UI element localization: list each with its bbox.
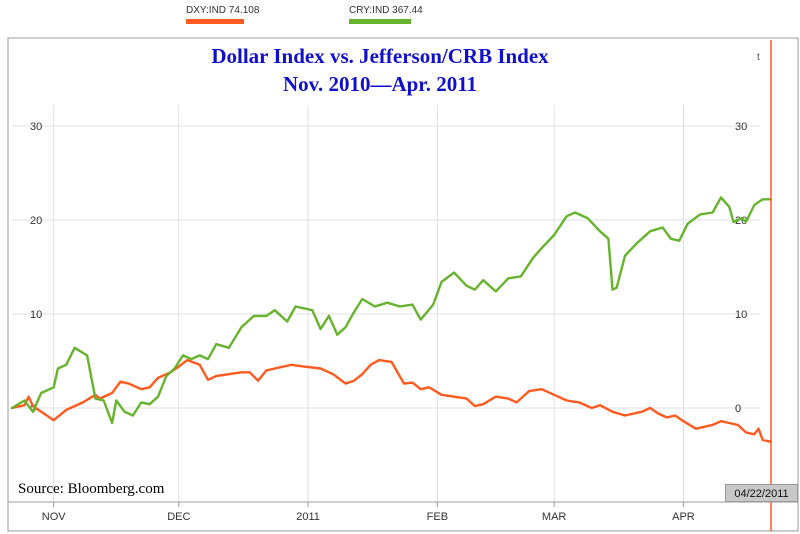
y-tick-label-right: 10: [735, 309, 747, 321]
legend: DXY:IND 74.108 CRY:IND 367.44: [0, 5, 800, 35]
y-tick-label-right: 20: [735, 215, 747, 227]
x-tick-label: APR: [672, 511, 695, 523]
chart-subtitle: Nov. 2010—Apr. 2011: [282, 72, 478, 96]
legend-swatch-cry: [349, 19, 411, 24]
chart-title: Dollar Index vs. Jefferson/CRB Index: [211, 44, 549, 68]
y-tick-label-left: 10: [30, 309, 42, 321]
legend-swatch-dxy: [186, 19, 244, 24]
horizontal-gridlines: [12, 125, 760, 409]
vertical-gridlines: [53, 105, 684, 502]
cursor-date-tag: 04/22/2011: [725, 484, 798, 502]
x-tick-label: 2011: [296, 511, 320, 523]
y-tick-label-left: 20: [30, 215, 42, 227]
series-line-cry: [10, 196, 773, 425]
x-tick-label: NOV: [42, 511, 67, 523]
y-tick-label-left: 30: [30, 121, 42, 133]
x-tick-label: DEC: [167, 511, 190, 523]
corner-mark: t: [757, 52, 760, 63]
y-tick-label-right: 0: [735, 403, 741, 415]
source-note: Source: Bloomberg.com: [18, 481, 165, 497]
y-tick-label-right: 30: [735, 121, 747, 133]
x-tick-label: FEB: [427, 511, 448, 523]
legend-item-cry[interactable]: CRY:IND 367.44: [349, 5, 423, 16]
legend-item-dxy[interactable]: DXY:IND 74.108: [186, 5, 259, 16]
legend-label-cry: CRY:IND 367.44: [349, 5, 423, 16]
x-axis-ticks: NOV DEC 2011 FEB MAR APR: [42, 502, 695, 523]
series-lines: [10, 196, 773, 443]
y-axis-right-ticks: 30 20 10 0: [735, 121, 747, 415]
legend-label-dxy: DXY:IND 74.108: [186, 5, 260, 16]
x-tick-label: MAR: [542, 511, 567, 523]
chart-frame: [7, 37, 799, 532]
series-line-dxy: [10, 358, 773, 443]
